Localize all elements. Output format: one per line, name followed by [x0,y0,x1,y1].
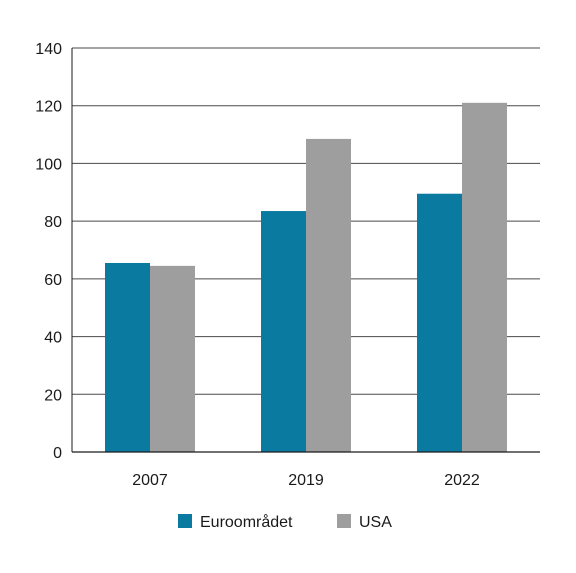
legend: Euroområdet USA [178,513,392,531]
y-tick-label: 40 [44,330,62,347]
y-tick-label: 60 [44,272,62,289]
y-tick-label: 120 [35,99,62,116]
legend-swatch [178,514,192,528]
legend-label: Euroområdet [200,513,293,531]
bar-usa-2019 [306,138,351,452]
y-tick-label: 140 [35,41,62,58]
bars [105,102,507,452]
y-tick-label: 80 [44,214,62,231]
bar-usa-2022 [462,102,507,452]
bar-usa-2007 [150,265,195,452]
x-tick-labels: 2007 2019 2022 [132,472,480,489]
axes [71,48,540,453]
bar-euroomr-det-2019 [261,211,306,452]
y-tick-label: 100 [35,156,62,173]
x-tick-label: 2019 [288,472,324,489]
bar-euroomr-det-2007 [105,262,150,452]
x-tick-label: 2007 [132,472,168,489]
y-tick-labels: 0 20 40 60 80 100 120 140 [35,41,62,462]
legend-label: USA [359,514,392,531]
x-tick-label: 2022 [444,472,480,489]
y-tick-label: 0 [53,445,62,462]
legend-swatch [337,514,351,528]
bar-euroomr-det-2022 [417,193,462,452]
y-tick-label: 20 [44,387,62,404]
